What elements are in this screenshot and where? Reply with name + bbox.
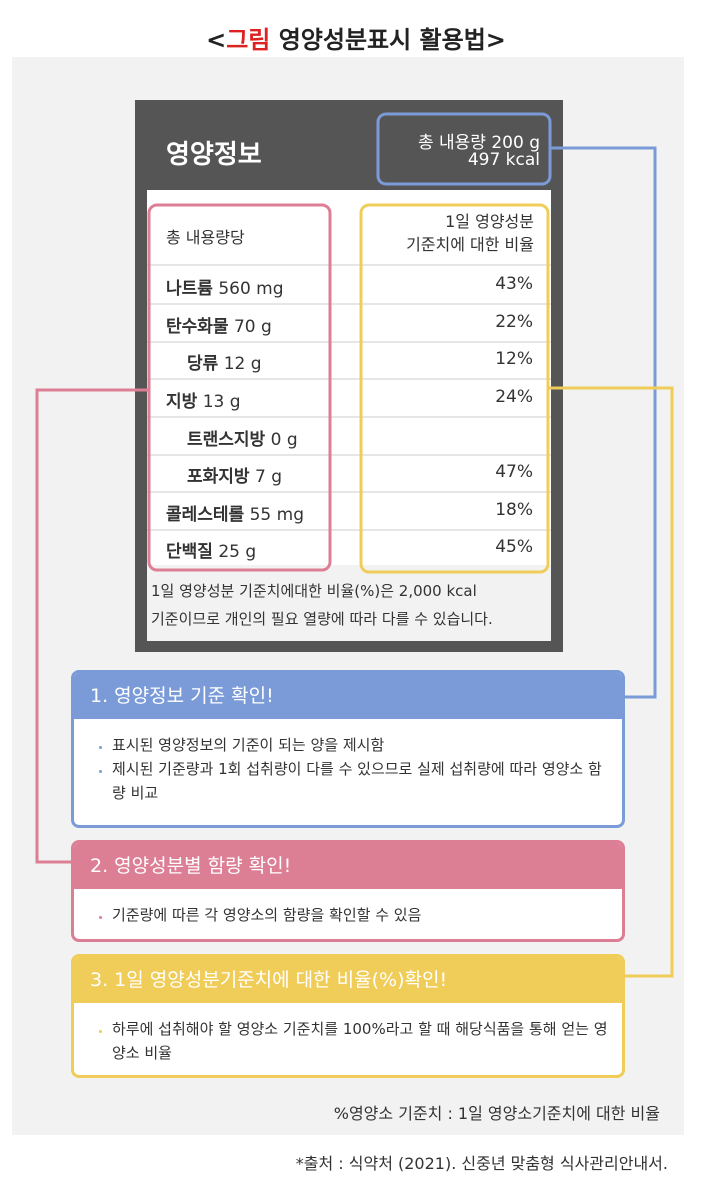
title-text: 영양성분표시 활용법 <box>278 26 486 54</box>
nutrient-amount: 55 mg <box>249 505 304 525</box>
nutrient-name: 단백질 <box>166 542 213 562</box>
nutrient-percent: 24% <box>495 387 533 407</box>
bullet: 기준량에 따른 각 영양소의 함량을 확인할 수 있음 <box>112 903 608 927</box>
nutrient-amount: 560 mg <box>218 279 284 299</box>
nutrient-percent: 22% <box>495 312 533 332</box>
nutrient-row: 포화지방 7 g <box>187 462 282 487</box>
nutrient-row: 지방 13 g <box>166 387 241 412</box>
bullet: 표시된 영양정보의 기준이 되는 양을 제시함 <box>112 733 608 757</box>
nutrient-amount: 25 g <box>218 542 257 562</box>
note-line: 1일 영양성분 기준치에대한 비율(%)은 2,000 kcal <box>151 582 477 600</box>
info-card: 2. 영양성분별 함량 확인! 기준량에 따른 각 영양소의 함량을 확인할 수 … <box>71 840 625 942</box>
bullet-list: 하루에 섭취해야 할 영양소 기준치를 100%라고 할 때 해당식품을 통해 … <box>74 1017 622 1065</box>
label-body <box>147 190 551 565</box>
card-title: 2. 영양성분별 함량 확인! <box>74 843 622 889</box>
nutrient-name: 당류 <box>187 354 219 374</box>
nutrient-name: 나트륨 <box>166 279 213 299</box>
nutrient-percent: 47% <box>495 462 533 482</box>
nutrient-name: 지방 <box>166 392 198 412</box>
total-amount: 총 내용량 200 g <box>417 133 540 153</box>
nutrient-amount: 70 g <box>233 317 272 337</box>
total-amount: 497 kcal <box>467 150 540 170</box>
card-title: 1. 영양정보 기준 확인! <box>74 673 622 719</box>
card-title: 3. 1일 영양성분기준치에 대한 비율(%)확인! <box>74 957 622 1003</box>
note-line: 기준이므로 개인의 필요 열량에 따라 다를 수 있습니다. <box>151 610 493 628</box>
nutrient-row: 단백질 25 g <box>166 537 256 562</box>
info-card: 3. 1일 영양성분기준치에 대한 비율(%)확인! 하루에 섭취해야 할 영양소… <box>71 954 625 1078</box>
bracket: > <box>485 26 506 54</box>
bullet-text: 제시된 기준량과 1회 섭취량이 다를 수 있으므로 실제 섭취량에 따라 영양… <box>112 760 602 802</box>
nutrient-amount: 0 g <box>270 430 298 450</box>
bullet-text: 기준량에 따른 각 영양소의 함량을 확인할 수 있음 <box>112 906 422 924</box>
nutrient-name: 콜레스테롤 <box>166 505 245 525</box>
title-label: 그림 <box>226 26 271 54</box>
column-right: 1일 영양성분 <box>445 212 534 231</box>
bullet: 하루에 섭취해야 할 영양소 기준치를 100%라고 할 때 해당식품을 통해 … <box>112 1017 608 1065</box>
label-note: 1일 영양성분 기준치에대한 비율(%)은 2,000 kcal 기준이므로 개인… <box>147 565 551 641</box>
nutrient-amount: 13 g <box>202 392 241 412</box>
bullet-text: 표시된 영양정보의 기준이 되는 양을 제시함 <box>112 736 385 754</box>
nutrient-amount: 12 g <box>223 354 262 374</box>
bullet-text: 하루에 섭취해야 할 영양소 기준치를 100%라고 할 때 해당식품을 통해 … <box>112 1020 608 1062</box>
label-heading: 영양정보 <box>166 140 262 170</box>
nutrient-row: 나트륨 560 mg <box>166 274 284 299</box>
nutrient-name: 탄수화물 <box>166 317 229 337</box>
connector <box>550 146 657 699</box>
nutrient-row: 트랜스지방 0 g <box>187 425 298 450</box>
title: <그림 영양성분표시 활용법> <box>0 20 712 55</box>
column-left: 총 내용량당 <box>166 228 245 247</box>
bullet: 제시된 기준량과 1회 섭취량이 다를 수 있으므로 실제 섭취량에 따라 영양… <box>112 757 608 805</box>
nutrient-row: 탄수화물 70 g <box>166 312 272 337</box>
bracket: < <box>206 26 227 54</box>
nutrient-row: 당류 12 g <box>187 349 262 374</box>
nutrient-percent: 12% <box>495 349 533 369</box>
source: *출처 : 식약처 (2021). 신중년 맞춤형 식사관리안내서. <box>295 1154 668 1173</box>
bullet-list: 기준량에 따른 각 영양소의 함량을 확인할 수 있음 <box>74 903 622 927</box>
connector <box>35 388 149 864</box>
nutrient-amount: 7 g <box>254 467 282 487</box>
nutrient-name: 포화지방 <box>187 467 250 487</box>
highlight-box <box>147 203 332 572</box>
bullet-list: 표시된 영양정보의 기준이 되는 양을 제시함제시된 기준량과 1회 섭취량이 … <box>74 733 622 805</box>
nutrient-row: 콜레스테롤 55 mg <box>166 500 304 525</box>
legend-note: %영양소 기준치 : 1일 영양소기준치에 대한 비율 <box>333 1104 660 1123</box>
nutrient-name: 트랜스지방 <box>187 430 266 450</box>
nutrient-percent: 45% <box>495 537 533 557</box>
column-right: 기준치에 대한 비율 <box>406 235 534 254</box>
connector <box>548 386 674 978</box>
nutrient-percent: 18% <box>495 500 533 520</box>
info-card: 1. 영양정보 기준 확인! 표시된 영양정보의 기준이 되는 양을 제시함제시된… <box>71 670 625 828</box>
nutrient-percent: 43% <box>495 274 533 294</box>
